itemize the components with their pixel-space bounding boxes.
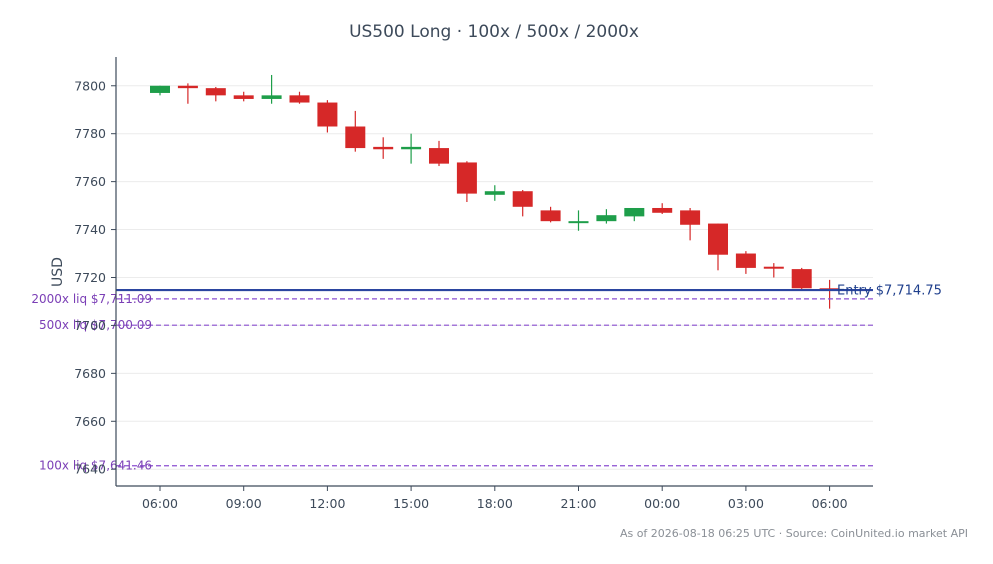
y-tick-label: 7800 bbox=[74, 78, 106, 93]
candles bbox=[150, 74, 840, 309]
x-tick-label: 12:00 bbox=[309, 496, 345, 511]
axes: 7640 7660 7680 7700 7720 7740 7760 7780 7800 06:0… bbox=[74, 57, 873, 511]
y-tick-label: 7700 bbox=[74, 318, 106, 333]
candle-body bbox=[150, 85, 170, 93]
candle-body bbox=[763, 266, 784, 269]
source-footnote: As of 2026-08-18 06:25 UTC · Source: Coi… bbox=[620, 527, 968, 540]
candle-body bbox=[624, 207, 645, 217]
candle-body bbox=[456, 162, 477, 194]
candle-body bbox=[261, 95, 282, 99]
y-tick-label: 7760 bbox=[74, 174, 106, 189]
candle-body bbox=[484, 191, 505, 195]
candle-body bbox=[317, 102, 338, 127]
y-tick-label: 7740 bbox=[74, 222, 106, 237]
grid-lines bbox=[116, 85, 873, 470]
chart-title: US500 Long · 100x / 500x / 2000x bbox=[349, 22, 639, 42]
candle-body bbox=[596, 215, 617, 222]
x-tick-label: 00:00 bbox=[644, 496, 680, 511]
y-tick-label: 7640 bbox=[74, 462, 106, 477]
x-tick-label: 06:00 bbox=[142, 496, 178, 511]
entry-label: Entry $7,714.75 bbox=[837, 284, 942, 299]
x-tick-label: 18:00 bbox=[477, 496, 513, 511]
liquidation-label: 500x liq $7,700.09 bbox=[39, 318, 152, 332]
y-axis-label: USD bbox=[50, 257, 66, 287]
x-tick-label: 03:00 bbox=[728, 496, 764, 511]
candle-body bbox=[233, 95, 254, 99]
candle-body bbox=[373, 146, 394, 150]
candle-body bbox=[568, 221, 589, 224]
x-tick-label: 15:00 bbox=[393, 496, 429, 511]
x-tick-label: 06:00 bbox=[812, 496, 848, 511]
candle-body bbox=[708, 223, 728, 255]
x-tick-label: 21:00 bbox=[560, 496, 596, 511]
x-tick-label: 09:00 bbox=[226, 496, 262, 511]
candle-body bbox=[540, 210, 561, 222]
y-tick-label: 7680 bbox=[74, 366, 106, 381]
y-tick-label: 7720 bbox=[74, 270, 106, 285]
y-tick-label: 7780 bbox=[74, 126, 106, 141]
candle-body bbox=[512, 191, 533, 207]
candle-body bbox=[680, 210, 701, 225]
y-tick-label: 7660 bbox=[74, 414, 106, 429]
candle-body bbox=[735, 253, 756, 268]
candle-body bbox=[205, 88, 226, 96]
price-levels: Entry $7,714.75 2000x liq $7,711.09 500x l… bbox=[31, 284, 942, 473]
liquidation-label: 100x liq $7,641.46 bbox=[39, 459, 152, 473]
candle-body bbox=[791, 269, 812, 289]
candle-body bbox=[177, 85, 198, 89]
liquidation-label: 2000x liq $7,711.09 bbox=[31, 292, 152, 306]
candle-body bbox=[345, 126, 366, 149]
candle-body bbox=[289, 95, 310, 103]
candle-body bbox=[429, 148, 449, 164]
candle-body bbox=[652, 207, 673, 213]
candle-body bbox=[401, 146, 422, 150]
